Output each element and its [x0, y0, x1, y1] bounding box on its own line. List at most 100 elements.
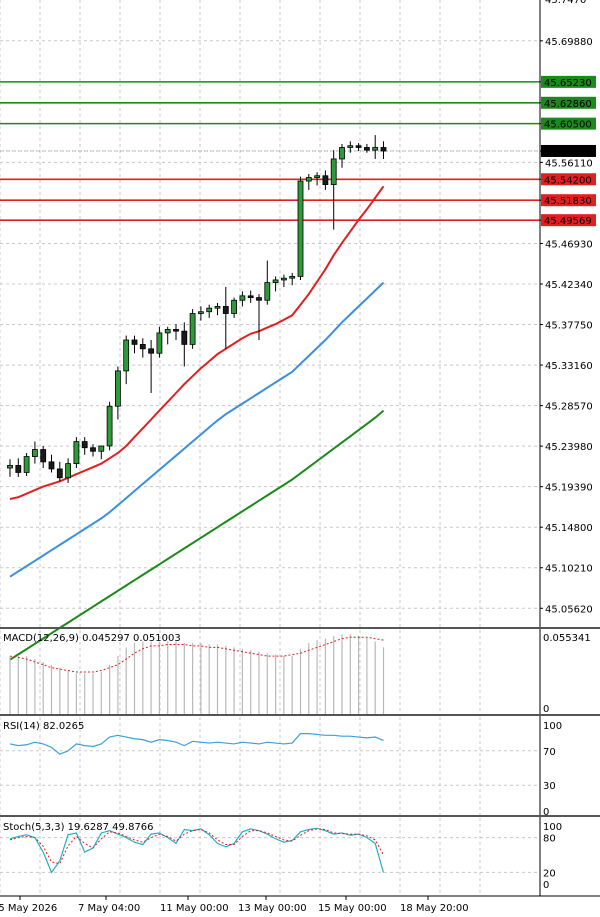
price-tick-label: 45.69880 [545, 37, 593, 48]
candle [7, 459, 13, 477]
candle [256, 294, 262, 340]
candle [264, 260, 271, 305]
stoch-k-line [9, 827, 385, 874]
moving-average-line [9, 281, 385, 578]
price-level-tag: 45.65230 [544, 78, 592, 89]
price-tick-label: 45.46930 [545, 239, 593, 250]
price-tick-label: 45.42340 [545, 280, 593, 291]
candle [131, 335, 138, 354]
macd-signal-line [9, 636, 384, 673]
stoch-axis-label: 0 [543, 880, 549, 891]
candle [156, 326, 163, 358]
candle [173, 324, 179, 340]
rsi-axis-label: 100 [543, 721, 562, 732]
candle [23, 453, 30, 476]
price-level-tag: 45.54200 [544, 175, 592, 186]
candle [181, 322, 188, 367]
candle [73, 437, 80, 469]
candle [40, 445, 47, 469]
candle [222, 287, 229, 349]
candle [15, 458, 22, 477]
stoch-d-line [9, 828, 384, 865]
candle [90, 444, 96, 457]
price-axis-top-label: 45.7470 [545, 0, 586, 6]
time-axis-label: 11 May 00:00 [160, 903, 229, 914]
price-tick-label: 45.05620 [545, 604, 593, 615]
candle [164, 326, 171, 345]
indicator-labels: MACD(12,26,9) 0.045297 0.051003 RSI(14) … [3, 633, 181, 833]
rsi-label: RSI(14) 82.0265 [3, 721, 84, 732]
current-price-tag: 45.57405 [544, 147, 592, 158]
candle [380, 141, 387, 159]
price-level-tag: 45.62860 [544, 99, 592, 110]
moving-average-line [9, 185, 385, 500]
candle [297, 176, 304, 280]
candle [123, 335, 130, 385]
candle [231, 297, 238, 318]
macd-axis-top: 0.055341 [543, 633, 591, 644]
candle [32, 441, 38, 464]
candle [115, 366, 121, 420]
candle [56, 461, 63, 482]
time-axis-label: 15 May 00:00 [318, 903, 387, 914]
candle [139, 338, 146, 358]
macd-axis-zero: 0 [543, 704, 549, 715]
candle [289, 272, 296, 286]
price-tick-label: 45.56110 [545, 158, 593, 169]
moving-averages [9, 185, 385, 661]
candle [272, 276, 279, 292]
price-level-tag: 45.51830 [544, 196, 592, 207]
candle [322, 170, 329, 190]
price-tick-label: 45.14800 [545, 523, 593, 534]
rsi-axis-label: 0 [543, 807, 549, 818]
stoch-axis-label: 80 [543, 834, 556, 845]
macd-panel [9, 634, 385, 714]
price-tick-label: 45.28570 [545, 402, 593, 413]
candle [214, 302, 221, 316]
stoch-label: Stoch(5,3,3) 19.6287 49.8766 [3, 822, 154, 833]
stoch-axis-label: 100 [543, 822, 562, 833]
candle [247, 290, 254, 303]
stoch-axis-label: 20 [543, 868, 556, 879]
time-axis: 15 May 2026 7 May 04:00 11 May 00:00 13 May… [0, 896, 469, 914]
price-level-tag: 45.60500 [544, 120, 592, 131]
candle [347, 141, 354, 153]
candle [330, 150, 337, 230]
candle [197, 306, 204, 321]
time-axis-label: 13 May 00:00 [238, 903, 307, 914]
moving-average-line [9, 409, 385, 661]
candle [372, 135, 379, 159]
time-axis-label: 15 May 2026 [0, 903, 57, 914]
candle [280, 274, 287, 288]
candle [48, 454, 55, 473]
candle [81, 437, 88, 455]
price-tick-label: 45.37750 [545, 321, 593, 332]
candle [305, 173, 312, 190]
candle [355, 143, 362, 152]
price-axis: 45.7470 45.69880 45.65230 45.62860 45.60500 4… [0, 0, 600, 897]
candle [239, 291, 246, 307]
time-axis-label: 18 May 20:00 [400, 903, 469, 914]
price-tick-label: 45.33160 [545, 361, 593, 372]
candle [206, 304, 213, 318]
candle [363, 143, 370, 153]
candle [65, 458, 71, 484]
candle [106, 401, 113, 451]
candlesticks [7, 135, 387, 484]
candle [339, 143, 345, 168]
macd-label: MACD(12,26,9) 0.045297 0.051003 [3, 633, 181, 644]
time-axis-label: 7 May 04:00 [78, 903, 140, 914]
support-resistance-lines [0, 81, 540, 221]
price-tick-label: 45.19390 [545, 483, 593, 494]
candle [189, 309, 196, 349]
rsi-axis-label: 70 [543, 747, 556, 758]
candle [314, 172, 321, 186]
candle [98, 445, 105, 460]
price-tick-label: 45.23980 [545, 442, 593, 453]
candle [148, 339, 155, 393]
rsi-line [9, 732, 384, 755]
grid [0, 0, 540, 896]
stochastic-panel [0, 827, 540, 874]
rsi-axis-label: 30 [543, 781, 556, 792]
